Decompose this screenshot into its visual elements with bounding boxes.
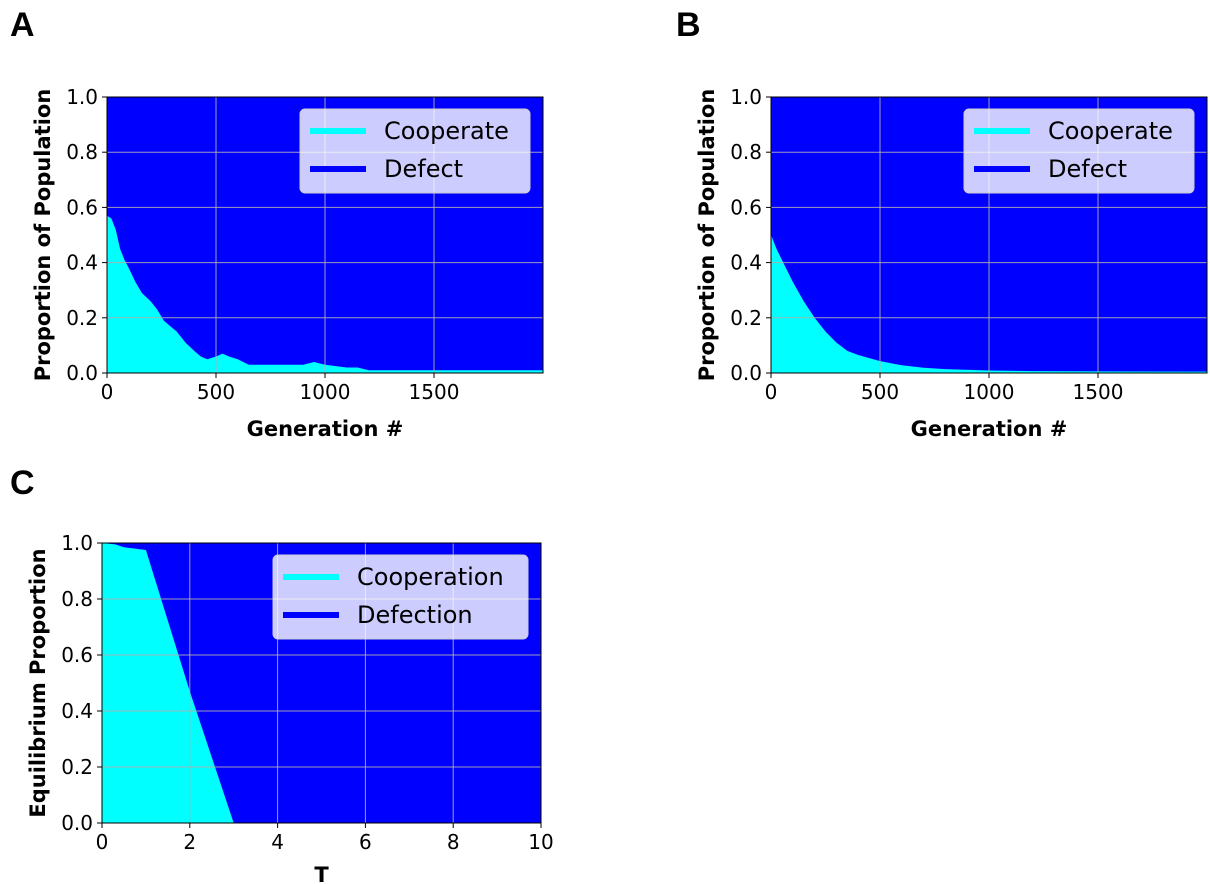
y-tick-label: 0.8 [61,587,93,611]
legend-label: Defection [357,601,473,629]
panel-letter: C [10,464,35,502]
x-tick-label: 8 [447,830,460,854]
y-tick-label: 0.6 [730,195,762,219]
x-tick-label: 500 [197,380,235,404]
x-tick-label: 0 [96,830,109,854]
legend-label: Cooperation [357,563,504,591]
y-tick-label: 0.4 [730,251,762,275]
y-tick-label: 0.6 [61,643,93,667]
y-tick-label: 0.4 [61,699,93,723]
y-tick-label: 1.0 [730,85,762,109]
chart-panel-b: B 0 500 1000 1500 0.0 0.2 0.4 0.6 0.8 1.0 Generatio… [676,6,1208,441]
cooperate-area [102,543,541,823]
y-tick-label: 0.8 [66,140,98,164]
chart-panel-c: C 0 2 4 6 8 10 0.0 0.2 0.4 0.6 0.8 1.0 T Equilibrium P… [10,464,554,884]
x-tick-label: 2 [183,830,196,854]
y-tick-label: 1.0 [66,85,98,109]
y-tick-label: 0.8 [730,140,762,164]
legend-label: Defect [1048,155,1127,183]
y-axis-label: Proportion of Population [31,89,55,382]
x-tick-label: 1000 [300,380,351,404]
y-tick-label: 1.0 [61,531,93,555]
cooperate-area [771,235,1207,373]
legend-label: Cooperate [1048,117,1173,145]
x-tick-label: 10 [528,830,553,854]
y-tick-label: 0.2 [66,306,98,330]
x-tick-label: 1500 [1073,380,1124,404]
y-tick-label: 0.4 [66,251,98,275]
y-tick-label: 0.2 [730,306,762,330]
x-tick-label: 500 [861,380,899,404]
y-axis-label: Proportion of Population [695,89,719,382]
y-tick-label: 0.2 [61,755,93,779]
x-tick-label: 1500 [409,380,460,404]
x-tick-label: 6 [359,830,372,854]
legend-label: Defect [384,155,463,183]
cooperate-area [107,215,543,373]
y-tick-label: 0.0 [61,811,93,835]
legend-label: Cooperate [384,117,509,145]
y-tick-label: 0.0 [66,361,98,385]
x-tick-label: 1000 [964,380,1015,404]
x-tick-label: 4 [271,830,284,854]
x-tick-label: 0 [765,380,778,404]
panel-letter: A [10,6,35,44]
panel-letter: B [676,6,701,44]
x-tick-label: 0 [101,380,114,404]
x-axis-label: Generation # [911,417,1068,441]
chart-panel-a: A 0 500 1000 1500 0.0 0.2 0.4 0.6 0.8 1.0 Generatio… [10,6,544,441]
y-tick-label: 0.6 [66,195,98,219]
x-axis-label: T [314,863,329,884]
y-tick-label: 0.0 [730,361,762,385]
plot-frame [101,542,542,824]
x-axis-label: Generation # [247,417,404,441]
y-axis-label: Equilibrium Proportion [26,548,50,817]
